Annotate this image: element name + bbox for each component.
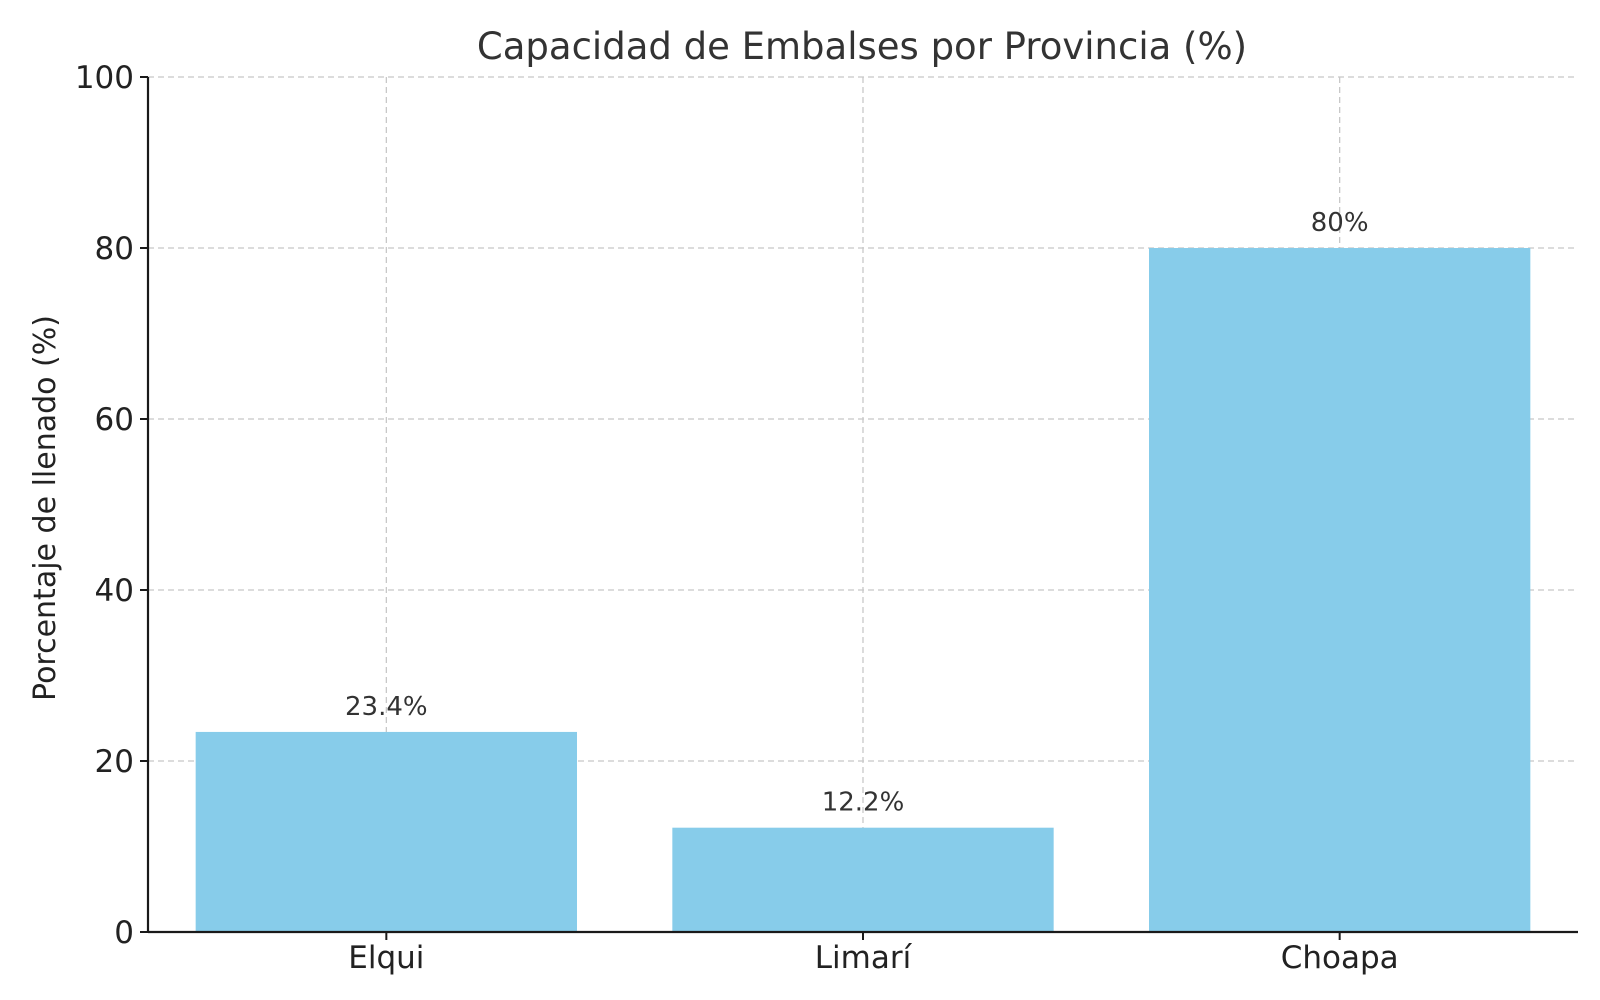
data-label: 23.4% xyxy=(345,692,428,722)
bars xyxy=(195,248,1531,932)
data-label: 12.2% xyxy=(822,788,905,818)
y-tick-labels: 0 20 40 60 80 100 xyxy=(75,60,134,951)
y-tick-label: 20 xyxy=(95,744,134,780)
chart-title: Capacidad de Embalses por Provincia (%) xyxy=(477,25,1247,68)
y-tick-label: 40 xyxy=(95,573,134,609)
x-tick-label: Limarí xyxy=(815,940,913,976)
bar-choapa xyxy=(1149,248,1531,932)
x-tick-label: Elqui xyxy=(348,940,424,976)
data-labels: 23.4% 12.2% 80% xyxy=(345,208,1369,818)
y-tick-label: 80 xyxy=(95,231,134,267)
x-tick-labels: Elqui Limarí Choapa xyxy=(348,940,1398,976)
y-tick-label: 0 xyxy=(114,915,134,951)
y-tick-label: 100 xyxy=(75,60,134,96)
data-label: 80% xyxy=(1311,208,1369,238)
x-tick-label: Choapa xyxy=(1281,940,1399,976)
axes xyxy=(140,76,1578,940)
y-tick-label: 60 xyxy=(95,402,134,438)
y-axis-label: Porcentaje de llenado (%) xyxy=(28,315,63,701)
bar-limari xyxy=(672,827,1054,932)
bar-elqui xyxy=(195,731,577,932)
